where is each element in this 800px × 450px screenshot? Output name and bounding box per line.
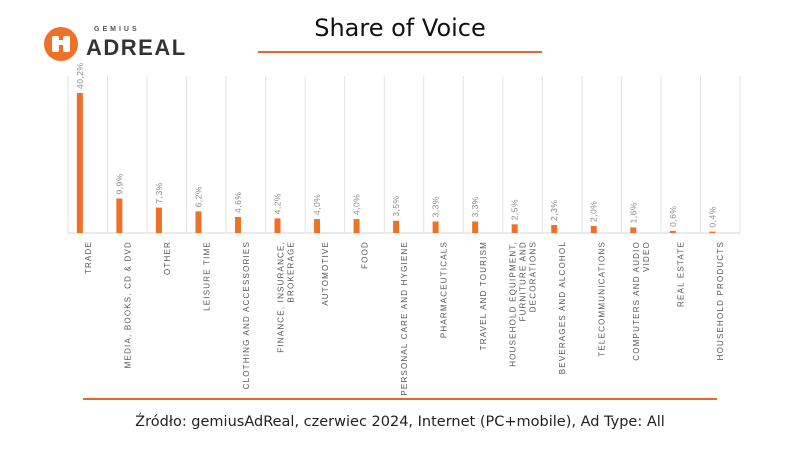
category-label-line: BEVERAGES AND ALCOHOL [558, 241, 567, 374]
category-label: MEDIA, BOOKS, CD & DVD [123, 241, 132, 368]
category-label: TRADE [84, 241, 93, 274]
bar [551, 224, 558, 233]
bar [155, 207, 162, 233]
data-label: 2,0% [589, 201, 599, 222]
adreal-logo: GEMIUS ADREAL [44, 24, 194, 64]
bottom-divider [83, 398, 717, 400]
category-label: TELECOMMUNICATIONS [598, 241, 607, 357]
data-label: 4,0% [312, 194, 322, 215]
bar [669, 230, 676, 233]
category-label: FOOD [360, 241, 369, 269]
category-label: LEISURE TIME [202, 241, 211, 311]
category-label-line: TRAVEL AND TOURISM [479, 241, 488, 350]
category-label: AUTOMOTIVE [321, 241, 330, 306]
bar [709, 231, 716, 233]
category-label-line: FURNITURE AND [519, 241, 528, 322]
data-label: 4,6% [233, 192, 243, 213]
data-label: 7,3% [154, 182, 164, 203]
bar [76, 93, 83, 233]
category-label-line: FOOD [360, 241, 369, 269]
category-label-line: OTHER [163, 241, 172, 275]
data-label: 4,2% [273, 193, 283, 214]
category-label-line: AUTOMOTIVE [321, 241, 330, 306]
category-label: OTHER [163, 241, 172, 275]
data-label: 3,5% [391, 195, 401, 216]
data-label: 2,5% [510, 199, 520, 220]
category-label: PHARMACEUTICALS [440, 241, 449, 338]
category-label: BEVERAGES AND ALCOHOL [558, 241, 567, 374]
bar [234, 216, 241, 233]
category-label-line: CLOTHING AND ACCESSORIES [242, 241, 251, 389]
bar [353, 219, 360, 233]
bar [432, 221, 439, 233]
bar [630, 227, 637, 233]
category-label-line: TRADE [84, 241, 93, 274]
category-label: TRAVEL AND TOURISM [479, 241, 488, 350]
category-label: CLOTHING AND ACCESSORIES [242, 241, 251, 389]
category-label: PERSONAL CARE AND HYGIENE [400, 241, 409, 396]
category-label-line: VIDEO [642, 241, 651, 272]
data-label: 1,6% [628, 202, 638, 223]
bar [590, 226, 597, 233]
bar [314, 219, 321, 233]
category-label-line: REAL ESTATE [677, 241, 686, 307]
category-label-line: PHARMACEUTICALS [440, 241, 449, 338]
bar [116, 198, 123, 233]
data-label: 0,6% [668, 206, 678, 227]
category-label-line: TELECOMMUNICATIONS [598, 241, 607, 357]
category-label-line: FINANCE, INSURANCE, [276, 241, 285, 353]
category-label: REAL ESTATE [677, 241, 686, 307]
bar [472, 221, 479, 233]
data-label: 3,3% [470, 196, 480, 217]
data-label: 3,3% [431, 196, 441, 217]
category-label: HOUSEHOLD PRODUCTS [716, 241, 725, 360]
category-label-line: LEISURE TIME [202, 241, 211, 311]
logo-gemius-text: GEMIUS [94, 26, 140, 33]
data-label: 6,2% [193, 186, 203, 207]
category-label: HOUSEHOLD EQUIPMENT, FURNITURE AND DECORAT… [509, 241, 538, 367]
category-label-line: HOUSEHOLD EQUIPMENT, [509, 241, 518, 367]
source-note: Źródło: gemiusAdReal, czerwiec 2024, Int… [135, 414, 665, 430]
bar [393, 220, 400, 233]
chart-title: Share of Voice [314, 14, 486, 42]
category-label: FINANCE, INSURANCE, BROKERAGE [276, 241, 295, 353]
category-label-line: PERSONAL CARE AND HYGIENE [400, 241, 409, 396]
category-label-line: BROKERAGE [286, 241, 295, 302]
bar [511, 224, 518, 233]
bar [195, 211, 202, 233]
category-label-line: HOUSEHOLD PRODUCTS [716, 241, 725, 360]
logo-adreal-text: ADREAL [86, 35, 187, 60]
category-label-line: COMPUTERS AND AUDIO [632, 241, 641, 361]
category-label-line: MEDIA, BOOKS, CD & DVD [123, 241, 132, 368]
binoculars-icon [44, 27, 78, 61]
category-label-line: DECORATIONS [529, 241, 538, 312]
data-label: 9,9% [114, 173, 124, 194]
data-label: 40,2% [75, 62, 85, 89]
category-label: COMPUTERS AND AUDIO VIDEO [632, 241, 651, 361]
data-label: 4,0% [352, 194, 362, 215]
data-label: 0,4% [707, 206, 717, 227]
bar [274, 218, 281, 233]
data-label: 2,3% [549, 200, 559, 221]
title-underline [258, 51, 542, 53]
